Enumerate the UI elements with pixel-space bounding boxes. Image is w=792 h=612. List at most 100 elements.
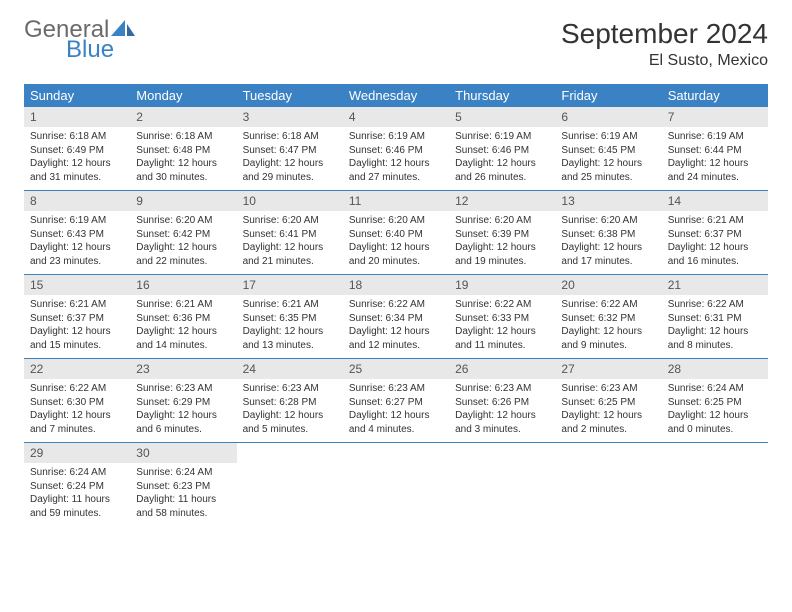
day-number: 8 [24,191,130,211]
daylight-text: Daylight: 12 hours and 23 minutes. [30,241,124,268]
day-details: Sunrise: 6:18 AMSunset: 6:49 PMDaylight:… [24,127,130,190]
day-header: Thursday [449,84,555,107]
daylight-text: Daylight: 12 hours and 17 minutes. [561,241,655,268]
sunrise-text: Sunrise: 6:24 AM [136,466,230,480]
sunset-text: Sunset: 6:46 PM [349,144,443,158]
day-number: 3 [237,107,343,127]
day-details: Sunrise: 6:18 AMSunset: 6:47 PMDaylight:… [237,127,343,190]
daylight-text: Daylight: 12 hours and 5 minutes. [243,409,337,436]
sunset-text: Sunset: 6:44 PM [668,144,762,158]
day-details: Sunrise: 6:24 AMSunset: 6:25 PMDaylight:… [662,379,768,442]
month-title: September 2024 [561,18,768,50]
day-cell: 3Sunrise: 6:18 AMSunset: 6:47 PMDaylight… [237,107,343,191]
daylight-text: Daylight: 12 hours and 24 minutes. [668,157,762,184]
day-details: Sunrise: 6:22 AMSunset: 6:32 PMDaylight:… [555,295,661,358]
day-cell: 17Sunrise: 6:21 AMSunset: 6:35 PMDayligh… [237,275,343,359]
day-details: Sunrise: 6:19 AMSunset: 6:46 PMDaylight:… [449,127,555,190]
sunrise-text: Sunrise: 6:20 AM [561,214,655,228]
day-number: 4 [343,107,449,127]
day-number: 25 [343,359,449,379]
day-header: Saturday [662,84,768,107]
daylight-text: Daylight: 12 hours and 27 minutes. [349,157,443,184]
day-cell: .. [662,443,768,527]
day-number: 2 [130,107,236,127]
day-number: 18 [343,275,449,295]
sunrise-text: Sunrise: 6:19 AM [455,130,549,144]
day-number: 1 [24,107,130,127]
day-cell: 1Sunrise: 6:18 AMSunset: 6:49 PMDaylight… [24,107,130,191]
sunset-text: Sunset: 6:36 PM [136,312,230,326]
day-cell: 13Sunrise: 6:20 AMSunset: 6:38 PMDayligh… [555,191,661,275]
sunset-text: Sunset: 6:25 PM [561,396,655,410]
daylight-text: Daylight: 12 hours and 8 minutes. [668,325,762,352]
day-details: Sunrise: 6:22 AMSunset: 6:33 PMDaylight:… [449,295,555,358]
week-row: 22Sunrise: 6:22 AMSunset: 6:30 PMDayligh… [24,359,768,443]
day-number: 16 [130,275,236,295]
week-row: 1Sunrise: 6:18 AMSunset: 6:49 PMDaylight… [24,107,768,191]
sunrise-text: Sunrise: 6:22 AM [30,382,124,396]
day-details: Sunrise: 6:23 AMSunset: 6:25 PMDaylight:… [555,379,661,442]
day-number: 12 [449,191,555,211]
day-details: Sunrise: 6:21 AMSunset: 6:37 PMDaylight:… [662,211,768,274]
day-cell: 22Sunrise: 6:22 AMSunset: 6:30 PMDayligh… [24,359,130,443]
daylight-text: Daylight: 12 hours and 4 minutes. [349,409,443,436]
sunset-text: Sunset: 6:24 PM [30,480,124,494]
sunset-text: Sunset: 6:29 PM [136,396,230,410]
day-cell: .. [343,443,449,527]
day-details: Sunrise: 6:23 AMSunset: 6:28 PMDaylight:… [237,379,343,442]
day-cell: 21Sunrise: 6:22 AMSunset: 6:31 PMDayligh… [662,275,768,359]
day-details: Sunrise: 6:21 AMSunset: 6:36 PMDaylight:… [130,295,236,358]
day-cell: 18Sunrise: 6:22 AMSunset: 6:34 PMDayligh… [343,275,449,359]
day-header: Sunday [24,84,130,107]
sunrise-text: Sunrise: 6:22 AM [668,298,762,312]
header: General Blue September 2024 El Susto, Me… [24,18,768,70]
day-header: Friday [555,84,661,107]
day-cell: 26Sunrise: 6:23 AMSunset: 6:26 PMDayligh… [449,359,555,443]
sunrise-text: Sunrise: 6:18 AM [243,130,337,144]
day-details: Sunrise: 6:19 AMSunset: 6:44 PMDaylight:… [662,127,768,190]
daylight-text: Daylight: 12 hours and 16 minutes. [668,241,762,268]
sunset-text: Sunset: 6:33 PM [455,312,549,326]
location-label: El Susto, Mexico [561,52,768,70]
sunrise-text: Sunrise: 6:22 AM [561,298,655,312]
day-cell: .. [555,443,661,527]
daylight-text: Daylight: 12 hours and 13 minutes. [243,325,337,352]
day-details: Sunrise: 6:23 AMSunset: 6:27 PMDaylight:… [343,379,449,442]
day-number: 27 [555,359,661,379]
day-header-row: Sunday Monday Tuesday Wednesday Thursday… [24,84,768,107]
sunrise-text: Sunrise: 6:23 AM [243,382,337,396]
day-number: 15 [24,275,130,295]
day-header: Monday [130,84,236,107]
day-cell: 16Sunrise: 6:21 AMSunset: 6:36 PMDayligh… [130,275,236,359]
day-details: Sunrise: 6:23 AMSunset: 6:29 PMDaylight:… [130,379,236,442]
week-row: 15Sunrise: 6:21 AMSunset: 6:37 PMDayligh… [24,275,768,359]
day-details: Sunrise: 6:22 AMSunset: 6:31 PMDaylight:… [662,295,768,358]
calendar-table: Sunday Monday Tuesday Wednesday Thursday… [24,84,768,526]
daylight-text: Daylight: 12 hours and 11 minutes. [455,325,549,352]
day-cell: 10Sunrise: 6:20 AMSunset: 6:41 PMDayligh… [237,191,343,275]
day-details: Sunrise: 6:21 AMSunset: 6:37 PMDaylight:… [24,295,130,358]
sunset-text: Sunset: 6:35 PM [243,312,337,326]
day-cell: 29Sunrise: 6:24 AMSunset: 6:24 PMDayligh… [24,443,130,527]
daylight-text: Daylight: 12 hours and 6 minutes. [136,409,230,436]
daylight-text: Daylight: 12 hours and 19 minutes. [455,241,549,268]
sunset-text: Sunset: 6:30 PM [30,396,124,410]
day-number: 14 [662,191,768,211]
day-details: Sunrise: 6:21 AMSunset: 6:35 PMDaylight:… [237,295,343,358]
week-row: 8Sunrise: 6:19 AMSunset: 6:43 PMDaylight… [24,191,768,275]
day-details: Sunrise: 6:24 AMSunset: 6:23 PMDaylight:… [130,463,236,526]
day-cell: 12Sunrise: 6:20 AMSunset: 6:39 PMDayligh… [449,191,555,275]
day-cell: .. [237,443,343,527]
day-cell: 11Sunrise: 6:20 AMSunset: 6:40 PMDayligh… [343,191,449,275]
day-number: 20 [555,275,661,295]
title-block: September 2024 El Susto, Mexico [561,18,768,70]
sunrise-text: Sunrise: 6:22 AM [349,298,443,312]
day-number: 28 [662,359,768,379]
daylight-text: Daylight: 12 hours and 20 minutes. [349,241,443,268]
day-details: Sunrise: 6:19 AMSunset: 6:45 PMDaylight:… [555,127,661,190]
sunset-text: Sunset: 6:27 PM [349,396,443,410]
day-cell: 9Sunrise: 6:20 AMSunset: 6:42 PMDaylight… [130,191,236,275]
sunrise-text: Sunrise: 6:19 AM [561,130,655,144]
day-number: 21 [662,275,768,295]
sunrise-text: Sunrise: 6:18 AM [30,130,124,144]
